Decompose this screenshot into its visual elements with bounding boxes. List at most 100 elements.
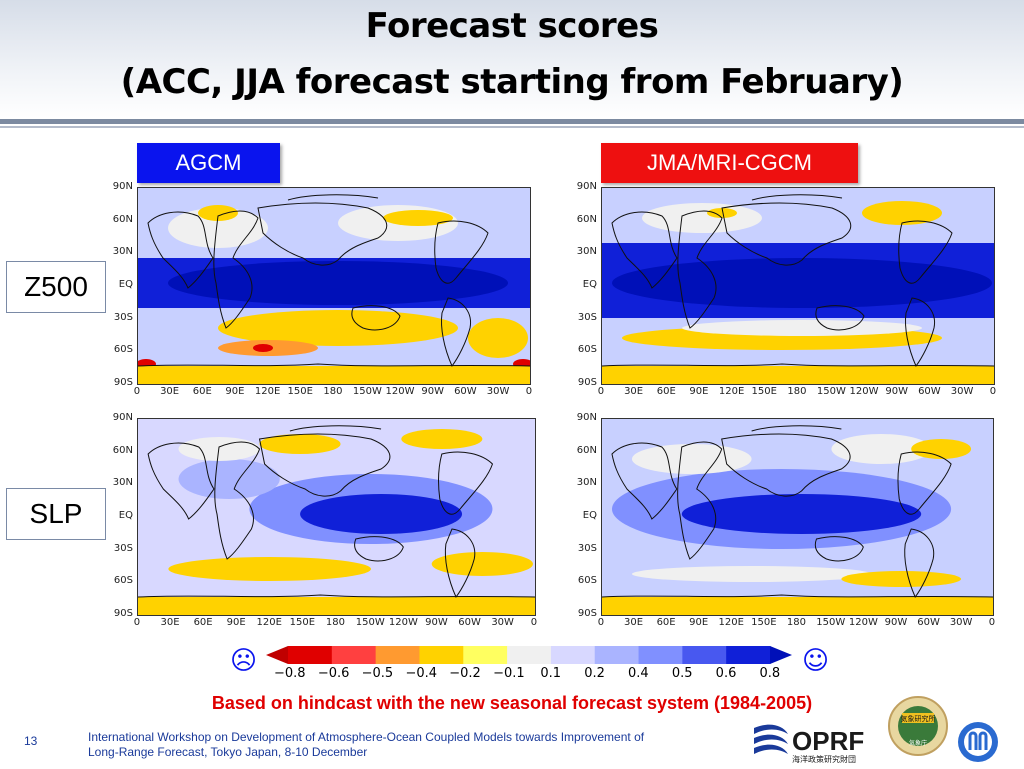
colorbar-tick-label: −0.2 [449,666,481,681]
lat-tick-label: 30S [577,542,597,554]
lon-tick-label: 90W [884,617,908,628]
colorbar-segment [638,646,683,664]
lat-tick-label: 90N [576,181,597,192]
colorbar-tick-label: −0.8 [274,666,306,681]
colorbar-segment [770,646,792,664]
colorbar-tick-label: 0.6 [715,666,737,681]
lat-tick-label: 60N [576,444,597,456]
colorbar-segment [726,646,771,664]
colorbar-segment [375,646,420,664]
lat-tick-label: 30N [576,246,597,258]
lon-tick-label: 60E [656,617,676,628]
lon-tick-label: 60E [192,386,212,397]
lat-tick-label: 30S [577,311,597,323]
map-cgcm-z500 [601,187,995,385]
lon-tick-label: 60W [454,386,477,397]
lon-tick-label: 0 [133,617,141,628]
lon-tick-label: 90E [226,617,246,628]
lat-tick-label: 30S [113,311,133,323]
lat-tick-label: 60S [113,344,133,356]
lat-tick-label: 60S [577,575,597,587]
svg-text:気象研究所: 気象研究所 [901,714,936,723]
colorbar-segment [507,646,552,664]
lon-tick-label: 30E [623,617,644,628]
lat-tick-label: 90N [112,412,133,423]
lat-tick-label: 90S [577,377,597,388]
header-divider [0,119,1024,124]
header-divider-thin [0,126,1024,128]
footnote: Based on hindcast with the new seasonal … [211,693,813,713]
lon-tick-label: 120E [254,386,281,397]
footer-line2: Long-Range Forecast, Tokyo Japan, 8-10 D… [88,745,368,759]
lon-tick-label: 150E [287,386,313,397]
lon-tick-label: 150E [289,617,316,628]
slide-title-line2: (ACC, JJA forecast starting from Februar… [120,62,904,102]
lat-tick-label: EQ [582,279,597,290]
lat-tick-label: 60N [112,213,133,225]
map-cgcm-slp [601,418,994,616]
lon-tick-label: 90W [885,386,909,397]
lon-tick-label: 30W [950,386,974,397]
lon-tick-label: 180 [325,617,345,628]
map-agcm-slp [137,418,536,616]
lat-tick-label: 60N [576,213,597,225]
lon-tick-label: 60W [918,386,941,397]
svg-text:海洋政策研究財団: 海洋政策研究財団 [792,754,856,764]
lon-tick-label: 120W [848,617,878,628]
lat-tick-label: EQ [118,510,133,521]
lon-tick-label: 30W [491,617,514,628]
lon-tick-label: 60W [917,617,940,628]
lon-tick-label: 30E [160,386,180,397]
lon-tick-label: 90W [421,386,445,397]
lon-tick-label: 30E [624,386,644,397]
lon-tick-label: 150W [816,617,846,628]
slide-title-line1: Forecast scores [365,6,659,46]
page-number: 13 [24,734,38,748]
colorbar-segment [288,646,333,664]
lon-tick-label: 60E [193,617,213,628]
lat-tick-label: 90S [577,608,597,619]
lon-tick-label: 0 [133,386,141,397]
lon-tick-label: 120W [385,386,415,397]
colorbar-tick-label: −0.1 [493,666,525,681]
lon-tick-label: 0 [989,386,997,397]
lat-tick-label: 30S [113,542,133,554]
lon-tick-label: 90W [425,617,448,628]
colorbar-tick-label: 0.4 [628,666,649,681]
lat-tick-label: 30N [112,477,133,489]
colorbar-tick-label: −0.6 [317,666,350,681]
lon-tick-label: 120W [849,386,879,397]
lon-tick-label: 0 [597,617,605,628]
oprf-logo: OPRF 海洋政策研究財団 [748,718,882,764]
colorbar-tick-label: 0.2 [584,666,605,681]
colorbar-segment [331,646,377,664]
colorbar-segment [594,646,640,664]
z500-label: Z500 [6,261,106,313]
lon-tick-label: 90E [225,386,245,397]
lon-tick-label: 90E [689,617,709,628]
lon-tick-label: 180 [786,617,806,628]
colorbar-segment [682,646,727,664]
lat-tick-label: 90S [113,608,133,619]
colorbar-tick-label: 0.8 [759,666,781,681]
colorbar-segment [463,646,508,664]
svg-text:OPRF: OPRF [792,726,864,756]
colorbar-tick-label: 0.1 [540,666,562,681]
agcm-label: AGCM [137,143,280,183]
lon-tick-label: 120E [256,617,282,628]
lon-tick-label: 150W [352,386,382,397]
lat-tick-label: 60S [113,575,133,587]
lon-tick-label: 30W [949,617,973,628]
lon-tick-label: 120W [388,617,418,628]
lon-tick-label: 0 [530,617,538,628]
lat-tick-label: 60S [577,344,597,356]
lon-tick-label: 60W [458,617,481,628]
lon-tick-label: 150E [751,386,777,397]
lon-tick-label: 0 [988,617,996,628]
lat-tick-label: 30N [112,246,133,258]
lon-tick-label: 90E [689,386,709,397]
colorbar-segment [266,646,288,664]
slp-label: SLP [6,488,106,540]
lat-tick-label: 90S [113,377,133,388]
lon-tick-label: 120E [718,617,744,628]
